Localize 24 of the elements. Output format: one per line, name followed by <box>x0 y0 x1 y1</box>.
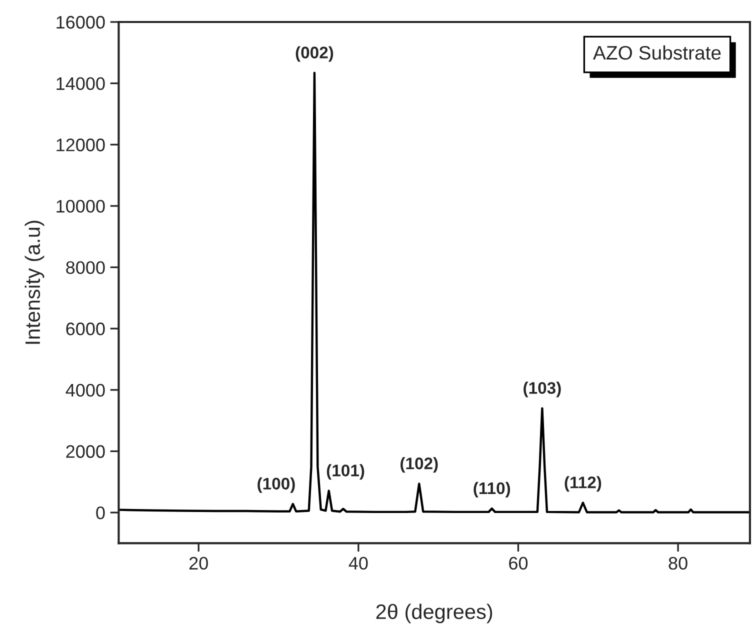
annotation: (101) <box>326 464 364 480</box>
x-tick-label: 60 <box>509 556 528 570</box>
annotation: (002) <box>296 46 334 62</box>
y-axis-title: Intensity (a.u) <box>24 220 44 344</box>
annotation: (110) <box>474 482 510 498</box>
line-series <box>118 72 750 514</box>
y-tick-label: 6000 <box>66 322 105 336</box>
annotation: (102) <box>400 457 438 473</box>
y-tick-label: 14000 <box>56 77 105 90</box>
y-tick-label: 0 <box>96 506 105 520</box>
annotation: (112) <box>564 476 602 492</box>
x-tick-label: 40 <box>348 556 368 570</box>
x-axis-title: 2θ (degrees) <box>376 604 492 624</box>
y-tick-label: 12000 <box>56 138 105 152</box>
y-tick-label: 10000 <box>56 200 105 213</box>
x-tick-label: 80 <box>668 556 688 570</box>
annotation: AZO Substrate <box>592 45 721 60</box>
y-tick-label: 16000 <box>56 16 105 29</box>
annotation: (103) <box>524 382 561 398</box>
y-tick-label: 2000 <box>66 445 105 458</box>
y-tick-label: 8000 <box>66 261 105 274</box>
x-tick-label: 20 <box>189 556 208 570</box>
annotation: (100) <box>258 477 295 493</box>
y-tick-label: 4000 <box>66 384 105 397</box>
